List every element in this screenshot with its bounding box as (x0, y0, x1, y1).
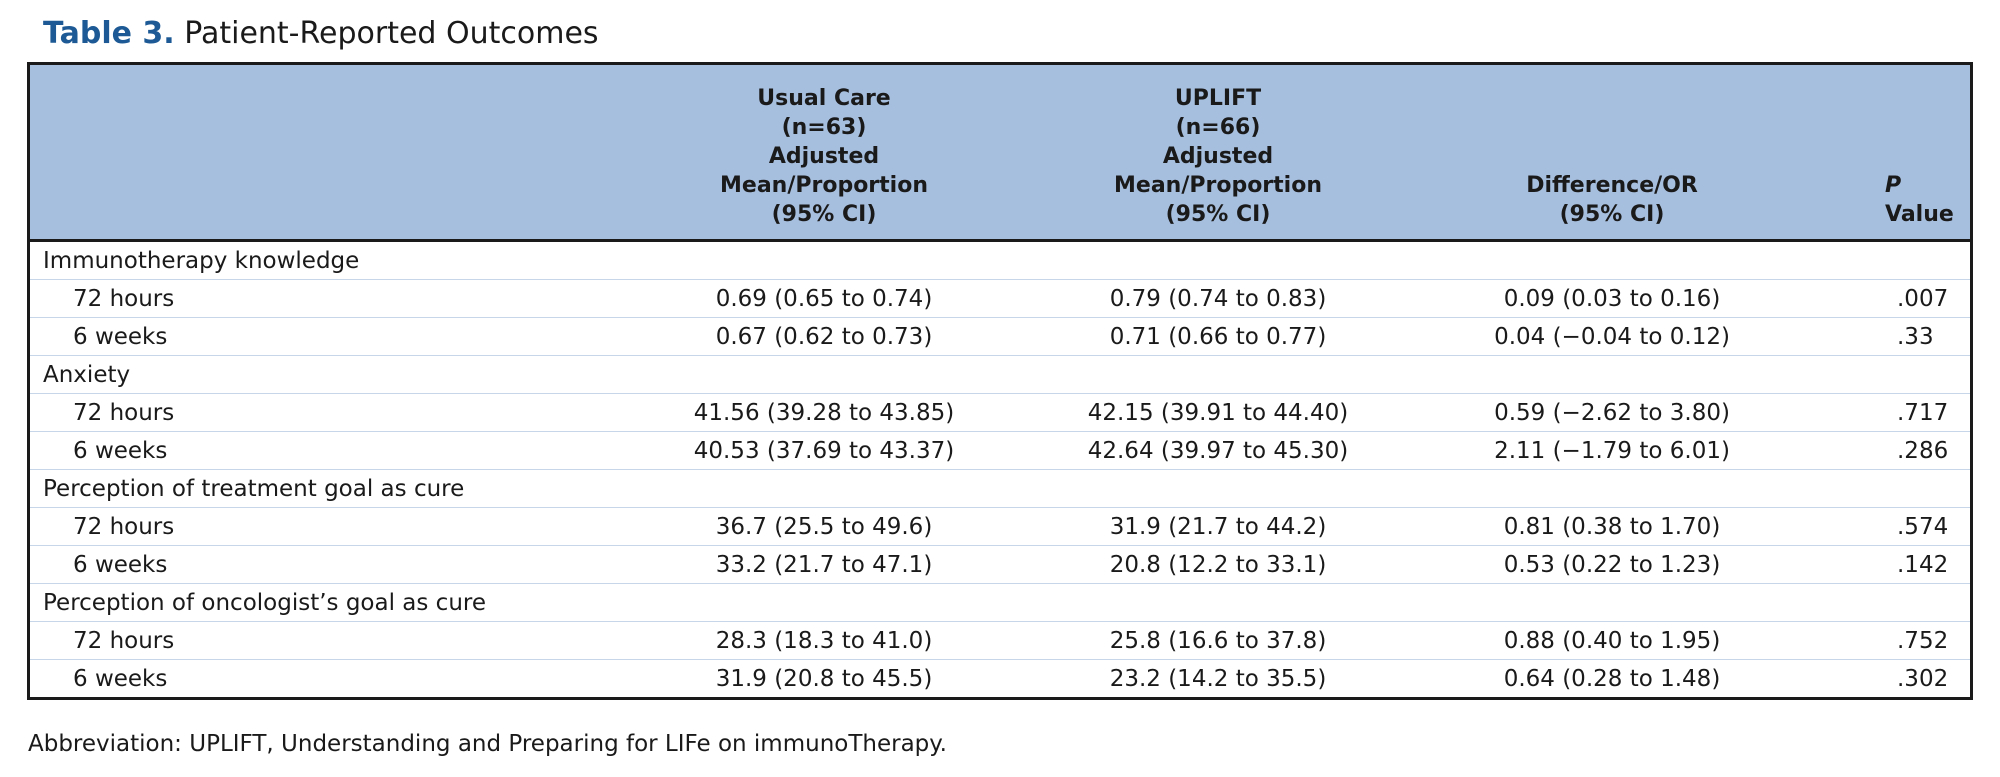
row-label: 72 hours (30, 621, 627, 660)
table-row: 72 hours 0.69 (0.65 to 0.74) 0.79 (0.74 … (30, 279, 1970, 318)
header-uplift-line: Adjusted (1162, 144, 1274, 169)
table-row: 6 weeks 33.2 (21.7 to 47.1) 20.8 (12.2 t… (30, 545, 1970, 584)
cell-difference: 0.88 (0.40 to 1.95) (1415, 621, 1809, 660)
cell-p-value: .286 (1809, 431, 1970, 470)
cell-uplift: 42.64 (39.97 to 45.30) (1021, 431, 1415, 470)
header-usual-care: Usual Care (n=63) Adjusted Mean/Proporti… (627, 65, 1021, 242)
section-label: Immunotherapy knowledge (30, 240, 1970, 280)
table-row: 72 hours 28.3 (18.3 to 41.0) 25.8 (16.6 … (30, 621, 1970, 660)
cell-difference: 0.81 (0.38 to 1.70) (1415, 507, 1809, 546)
cell-difference: 0.04 (−0.04 to 0.12) (1415, 317, 1809, 356)
row-label: 72 hours (30, 507, 627, 546)
header-uplift-line: (95% CI) (1165, 202, 1271, 227)
cell-uplift: 31.9 (21.7 to 44.2) (1021, 507, 1415, 546)
header-p-italic: P (1885, 173, 1902, 198)
header-difference-line: Difference/OR (1526, 173, 1698, 198)
cell-p-value: .142 (1809, 545, 1970, 584)
cell-p-value: .302 (1897, 665, 1949, 692)
cell-uplift: 20.8 (12.2 to 33.1) (1021, 545, 1415, 584)
row-label: 72 hours (30, 279, 627, 318)
cell-difference: 0.53 (0.22 to 1.23) (1415, 545, 1809, 584)
table-caption: Patient-Reported Outcomes (184, 16, 599, 51)
header-blank (30, 65, 627, 242)
section-label: Perception of treatment goal as cure (30, 469, 1970, 508)
cell-usual-care: 31.9 (20.8 to 45.5) (715, 665, 933, 692)
header-difference-line: (95% CI) (1559, 202, 1665, 227)
header-usual-care-line: (n=63) (781, 115, 867, 140)
cell-p-value: .007 (1809, 279, 1970, 318)
cell-usual-care: 33.2 (21.7 to 47.1) (627, 545, 1021, 584)
table-footnote: Abbreviation: UPLIFT, Understanding and … (28, 731, 947, 757)
header-uplift-line: Mean/Proportion (1114, 173, 1322, 198)
cell-p-value: .574 (1809, 507, 1970, 546)
cell-p-value: .717 (1809, 393, 1970, 432)
cell-difference: 2.11 (−1.79 to 6.01) (1415, 431, 1809, 470)
table-header: Usual Care (n=63) Adjusted Mean/Proporti… (30, 65, 1970, 242)
header-uplift-line: (n=66) (1175, 115, 1261, 140)
cell-uplift: 23.2 (14.2 to 35.5) (1109, 665, 1327, 692)
cell-p-value: .33 (1809, 317, 1970, 356)
cell-uplift: 0.71 (0.66 to 0.77) (1021, 317, 1415, 356)
header-usual-care-line: Mean/Proportion (720, 173, 928, 198)
row-label: 72 hours (30, 393, 627, 432)
cell-uplift: 42.15 (39.91 to 44.40) (1021, 393, 1415, 432)
table-row: 72 hours 41.56 (39.28 to 43.85) 42.15 (3… (30, 393, 1970, 432)
section-row: Anxiety (30, 355, 1970, 394)
section-row: Immunotherapy knowledge (30, 240, 1970, 280)
section-row: Perception of treatment goal as cure (30, 469, 1970, 508)
cell-uplift: 25.8 (16.6 to 37.8) (1021, 621, 1415, 660)
row-label: 6 weeks (30, 431, 627, 470)
section-label: Anxiety (30, 355, 1970, 394)
cell-p-value: .752 (1809, 621, 1970, 660)
cell-usual-care: 0.67 (0.62 to 0.73) (627, 317, 1021, 356)
header-usual-care-line: (95% CI) (771, 202, 877, 227)
outcomes-table: Usual Care (n=63) Adjusted Mean/Proporti… (27, 62, 1973, 700)
cell-usual-care: 28.3 (18.3 to 41.0) (627, 621, 1021, 660)
table-row: 6 weeks 40.53 (37.69 to 43.37) 42.64 (39… (30, 431, 1970, 470)
cell-difference: 0.59 (−2.62 to 3.80) (1415, 393, 1809, 432)
header-difference: Difference/OR (95% CI) (1415, 65, 1809, 242)
header-uplift-line: UPLIFT (1174, 86, 1262, 111)
row-label: 6 weeks (30, 317, 627, 356)
cell-usual-care: 0.69 (0.65 to 0.74) (627, 279, 1021, 318)
table-title: Table 3. Patient-Reported Outcomes (43, 12, 599, 56)
header-row: Usual Care (n=63) Adjusted Mean/Proporti… (30, 65, 1970, 242)
table-row: 6 weeks 0.67 (0.62 to 0.73) 0.71 (0.66 t… (30, 317, 1970, 356)
header-usual-care-line: Usual Care (757, 86, 891, 111)
outcomes-grid: Usual Care (n=63) Adjusted Mean/Proporti… (30, 65, 1970, 697)
table-body: Immunotherapy knowledge 72 hours 0.69 (0… (30, 240, 1970, 698)
cell-difference: 0.09 (0.03 to 0.16) (1415, 279, 1809, 318)
table-row: 72 hours 36.7 (25.5 to 49.6) 31.9 (21.7 … (30, 507, 1970, 546)
table-number: Table 3. (43, 16, 175, 51)
section-row: Perception of oncologist’s goal as cure (30, 583, 1970, 622)
cell-usual-care: 41.56 (39.28 to 43.85) (627, 393, 1021, 432)
cell-difference: 0.64 (0.28 to 1.48) (1503, 665, 1721, 692)
cell-usual-care: 40.53 (37.69 to 43.37) (627, 431, 1021, 470)
header-uplift: UPLIFT (n=66) Adjusted Mean/Proportion (… (1021, 65, 1415, 242)
cell-usual-care: 36.7 (25.5 to 49.6) (627, 507, 1021, 546)
header-usual-care-line: Adjusted (768, 144, 880, 169)
section-label: Perception of oncologist’s goal as cure (30, 583, 1970, 622)
header-p-value: P Value (1809, 65, 1970, 242)
table-row: 6 weeks 31.9 (20.8 to 45.5) 23.2 (14.2 t… (30, 660, 1970, 698)
header-p-text: Value (1885, 202, 1954, 227)
row-label: 6 weeks (30, 545, 627, 584)
cell-uplift: 0.79 (0.74 to 0.83) (1021, 279, 1415, 318)
row-label: 6 weeks (73, 665, 168, 692)
